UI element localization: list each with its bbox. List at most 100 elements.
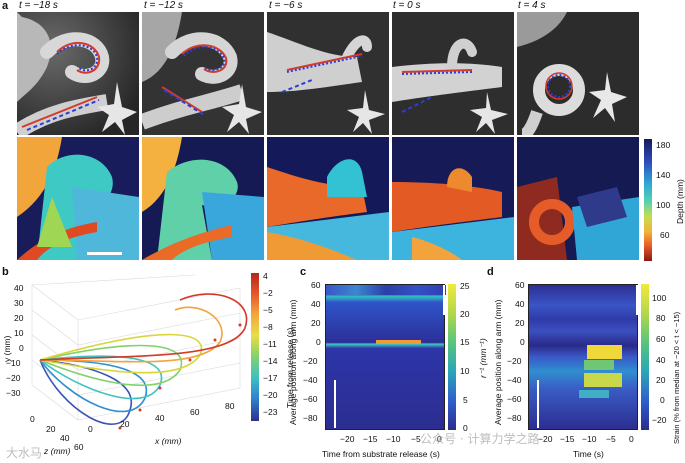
depth-frame-1 xyxy=(17,137,139,260)
d-cbar-tick-80: 80 xyxy=(656,313,666,323)
b-cbar-tick-m14: −14 xyxy=(263,356,278,366)
b-xtick-60: 60 xyxy=(190,407,200,417)
c-ytick-m40: −40 xyxy=(303,375,318,385)
b-xtick-0: 0 xyxy=(88,424,93,434)
c-ytick-m60: −60 xyxy=(303,394,318,404)
c-ytick-40: 40 xyxy=(311,299,321,309)
panel-c-letter: c xyxy=(300,266,307,278)
c-xlabel: Time from substrate release (s) xyxy=(322,449,440,459)
b-ytick-m20: −20 xyxy=(6,373,21,383)
d-xtick-m10: −10 xyxy=(582,434,597,444)
b-xtick-80: 80 xyxy=(225,401,235,411)
b-ytick-30: 30 xyxy=(14,298,24,308)
d-xtick-m5: −5 xyxy=(606,434,616,444)
b-ylabel: y (mm) xyxy=(2,335,12,362)
time-label-5: t = 4 s xyxy=(518,0,546,11)
c-xtick-m5: −5 xyxy=(411,434,421,444)
c-cbar-tick-5: 5 xyxy=(463,395,468,405)
watermark-right: 公众号 · 计算力学之路 xyxy=(420,432,540,446)
c-ytick-60: 60 xyxy=(311,280,321,290)
c-xtick-m20: −20 xyxy=(340,434,355,444)
b-xlabel: x (mm) xyxy=(155,436,182,446)
d-xtick-m20: −20 xyxy=(538,434,553,444)
b-cbar-tick-m20: −20 xyxy=(263,390,278,400)
time-label-3: t = −6 s xyxy=(269,0,303,11)
b-ytick-m30: −30 xyxy=(6,388,21,398)
depth-frame-3 xyxy=(267,137,389,260)
depth-tick-180: 180 xyxy=(656,140,671,150)
b-cbar-tick-m8: −8 xyxy=(263,322,273,332)
photo-frame-5 xyxy=(517,12,639,135)
c-ytick-m80: −80 xyxy=(303,413,318,423)
c-cbar-tick-15: 15 xyxy=(460,337,470,347)
d-cbar-tick-60: 60 xyxy=(656,334,666,344)
time-label-2: t = −12 s xyxy=(144,0,183,11)
b-ytick-m10: −10 xyxy=(6,358,21,368)
d-ytick-m80: −80 xyxy=(507,413,522,423)
panel-b-letter: b xyxy=(2,266,9,278)
c-cbar-label: r⁻¹ (mm⁻¹) xyxy=(478,338,488,378)
b-ytick-40: 40 xyxy=(14,283,24,293)
c-cbar-tick-25: 25 xyxy=(460,281,470,291)
b-ztick-40: 40 xyxy=(60,433,70,443)
panel-d-letter: d xyxy=(487,266,494,278)
c-cbar-tick-10: 10 xyxy=(460,366,470,376)
curvature-colorbar xyxy=(448,284,456,430)
photo-frame-1 xyxy=(17,12,139,135)
d-ytick-20: 20 xyxy=(515,318,525,328)
trajectory-3d-plot xyxy=(31,274,248,430)
b-ztick-60: 60 xyxy=(74,442,84,452)
photo-frame-3 xyxy=(267,12,389,135)
depth-colorbar xyxy=(644,139,652,261)
b-cbar-tick-m23: −23 xyxy=(263,407,278,417)
b-ytick-10: 10 xyxy=(14,328,24,338)
d-ytick-m40: −40 xyxy=(507,375,522,385)
b-cbar-tick-4: 4 xyxy=(263,271,268,281)
depth-tick-140: 140 xyxy=(656,170,671,180)
b-cbar-tick-m5: −5 xyxy=(263,305,273,315)
c-cbar-tick-0: 0 xyxy=(463,423,468,433)
time-label-1: t = −18 s xyxy=(19,0,58,11)
strain-colorbar xyxy=(641,284,649,430)
watermark-left: 大水马 xyxy=(6,446,43,460)
b-ytick-0: 0 xyxy=(19,343,24,353)
b-cbar-tick-m2: −2 xyxy=(263,288,273,298)
depth-tick-60: 60 xyxy=(660,230,670,240)
c-xtick-m10: −10 xyxy=(386,434,401,444)
time-label-4: t = 0 s xyxy=(393,0,421,11)
d-cbar-tick-100: 100 xyxy=(652,293,667,303)
b-ytick-20: 20 xyxy=(14,313,24,323)
strain-heatmap xyxy=(528,284,638,430)
b-ztick-20: 20 xyxy=(46,424,56,434)
photo-frame-4 xyxy=(392,12,514,135)
depth-tick-100: 100 xyxy=(656,200,671,210)
b-cbar-tick-m17: −17 xyxy=(263,373,278,383)
b-cbar-tick-m11: −11 xyxy=(263,339,277,349)
c-ytick-m20: −20 xyxy=(303,356,318,366)
d-cbar-tick-40: 40 xyxy=(656,355,666,365)
c-xtick-0: 0 xyxy=(437,434,442,444)
curvature-heatmap xyxy=(325,284,446,430)
b-zlabel: z (mm) xyxy=(44,446,71,456)
d-ytick-m60: −60 xyxy=(507,394,522,404)
photo-frame-2 xyxy=(142,12,264,135)
depth-frame-2 xyxy=(142,137,264,260)
d-cbar-tick-0: 0 xyxy=(660,395,665,405)
depth-colorbar-label: Depth (mm) xyxy=(675,179,685,224)
c-ytick-20: 20 xyxy=(311,318,321,328)
depth-frame-5 xyxy=(517,137,639,260)
c-ytick-0: 0 xyxy=(316,337,321,347)
c-ylabel: Average position along arm (mm) xyxy=(288,299,298,425)
b-ztick-0: 0 xyxy=(30,414,35,424)
d-ytick-m20: −20 xyxy=(507,356,522,366)
d-ylabel: Average position along arm (mm) xyxy=(493,299,503,425)
d-xlabel: Time (s) xyxy=(573,449,604,459)
d-cbar-label: Strain (% from median at −20 < t < −15) xyxy=(672,311,681,444)
depth-frame-4 xyxy=(392,137,514,260)
d-cbar-tick-20: 20 xyxy=(656,375,666,385)
d-xtick-m15: −15 xyxy=(560,434,575,444)
c-xtick-m15: −15 xyxy=(363,434,378,444)
d-xtick-0: 0 xyxy=(629,434,634,444)
b-xtick-40: 40 xyxy=(155,413,165,423)
time-colorbar xyxy=(251,273,259,421)
